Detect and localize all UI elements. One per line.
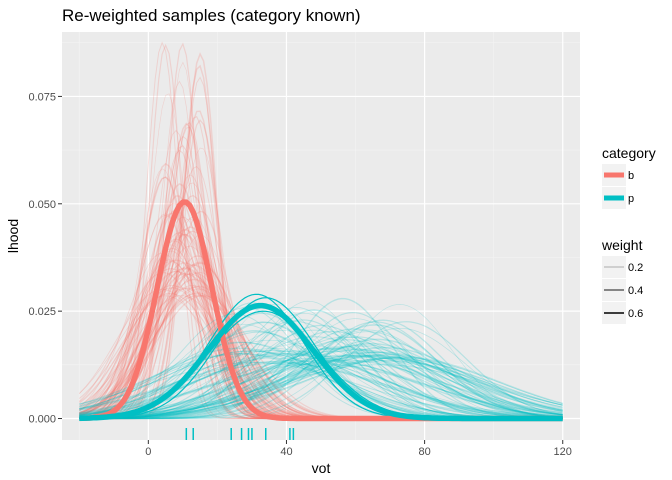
legend-label-w1: 0.2 xyxy=(628,262,643,274)
summary-curve-p xyxy=(79,302,563,422)
y-tick-label: 0.000 xyxy=(28,414,56,426)
sample-curve-p xyxy=(79,312,563,420)
x-tick-label: 0 xyxy=(145,446,151,458)
y-tick-label: 0.050 xyxy=(28,199,56,211)
sample-curve-p xyxy=(79,364,563,418)
sample-curve-p xyxy=(79,339,563,419)
x-axis: 0 40 80 120 xyxy=(145,440,572,458)
legend-label-p: p xyxy=(628,193,634,205)
sample-curve-p xyxy=(79,348,563,419)
y-axis-title: lhood xyxy=(5,219,21,253)
grid xyxy=(62,32,580,440)
legend-weight-title: weight xyxy=(601,237,643,253)
sample-curve-p xyxy=(79,329,563,419)
y-tick-label: 0.075 xyxy=(28,91,56,103)
sample-curve-p xyxy=(79,361,563,418)
sample-curve-p xyxy=(79,327,563,419)
sample-curve-p xyxy=(79,356,563,420)
x-axis-title: vot xyxy=(312,460,331,476)
sample-curve-p xyxy=(79,362,563,418)
legend-label-w2: 0.4 xyxy=(628,285,643,297)
sample-curve-p xyxy=(79,336,563,420)
x-tick-label: 80 xyxy=(418,446,430,458)
sample-curve-p xyxy=(79,330,563,419)
sample-curve-p xyxy=(79,329,563,419)
x-tick-label: 40 xyxy=(280,446,292,458)
sample-curve-p xyxy=(79,328,563,420)
sample-curve-p xyxy=(79,318,563,419)
sample-curve-p xyxy=(79,357,563,419)
sample-curve-p xyxy=(79,321,563,420)
legend-category-title: category xyxy=(602,145,656,161)
rug-marks xyxy=(185,428,295,440)
sample-curve-p xyxy=(79,347,563,419)
sample-curve-p xyxy=(79,321,563,420)
summary-curves xyxy=(79,199,563,422)
x-tick-label: 120 xyxy=(554,446,572,458)
sample-curve-p xyxy=(79,351,563,419)
legend-weight: weight 0.2 0.4 0.6 xyxy=(601,237,643,324)
sample-curve-p xyxy=(79,346,563,419)
y-tick-label: 0.025 xyxy=(28,306,56,318)
sample-curve-p xyxy=(79,346,563,420)
legend-category: category b p xyxy=(602,145,656,209)
sample-curve-p xyxy=(79,355,563,419)
sample-curve-p xyxy=(79,345,563,419)
sample-curve-p xyxy=(79,357,563,419)
sample-curve-p xyxy=(79,350,563,419)
sample-curve-p xyxy=(79,304,563,419)
sample-curve-p xyxy=(79,336,563,419)
y-axis: 0.000 0.025 0.050 0.075 xyxy=(28,91,62,426)
sample-curve-p xyxy=(79,360,563,419)
sample-curve-p xyxy=(79,357,563,419)
sample-curve-p xyxy=(79,331,563,419)
sample-curve-p xyxy=(79,324,563,420)
legend-label-b: b xyxy=(628,170,634,182)
legend-label-w3: 0.6 xyxy=(628,308,643,320)
sample-curve-p xyxy=(79,336,563,419)
sample-curve-p xyxy=(79,361,563,419)
chart-title: Re-weighted samples (category known) xyxy=(62,6,361,25)
